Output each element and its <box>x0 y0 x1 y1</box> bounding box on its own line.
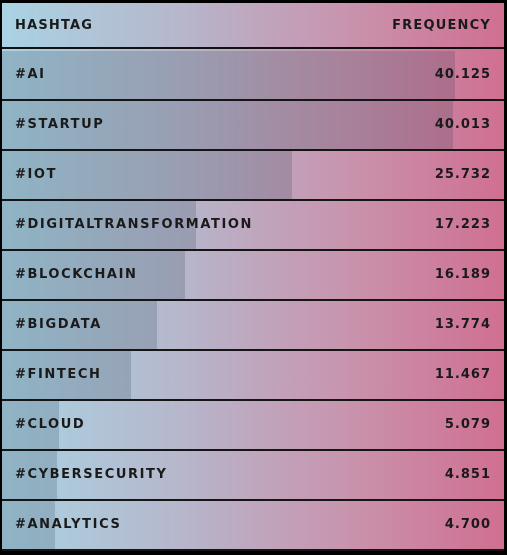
hashtag-label: #CYBERSECURITY <box>15 467 168 482</box>
table-row: #CLOUD 5.079 <box>2 401 504 451</box>
hashtag-label: #BIGDATA <box>15 317 102 332</box>
hashtag-label: #AI <box>15 67 46 82</box>
frequency-bar <box>2 351 132 399</box>
frequency-bar <box>2 401 60 449</box>
hashtag-label: #STARTUP <box>15 117 105 132</box>
frequency-value: 4.851 <box>444 467 491 482</box>
frequency-bar <box>2 501 56 549</box>
frequency-value: 4.700 <box>444 517 491 532</box>
hashtag-column-header: HASHTAG <box>15 17 94 33</box>
frequency-bar <box>2 101 454 149</box>
frequency-bar <box>2 201 197 249</box>
hashtag-frequency-table: HASHTAG FREQUENCY #AI 40.125 #STARTUP 40.01… <box>2 3 504 551</box>
table-row: #AI 40.125 <box>2 51 504 101</box>
hashtag-label: #IOT <box>15 167 58 182</box>
frequency-value: 40.013 <box>434 117 491 132</box>
table-row: #BIGDATA 13.774 <box>2 301 504 351</box>
frequency-value: 11.467 <box>434 367 491 382</box>
hashtag-label: #DIGITALTRANSFORMATION <box>15 217 254 232</box>
table-row: #CYBERSECURITY 4.851 <box>2 451 504 501</box>
frequency-value: 17.223 <box>434 217 491 232</box>
table-row: #STARTUP 40.013 <box>2 101 504 151</box>
frequency-value: 40.125 <box>434 67 491 82</box>
frequency-value: 25.732 <box>434 167 491 182</box>
hashtag-label: #FINTECH <box>15 367 102 382</box>
frequency-bar <box>2 451 57 499</box>
table-row: #FINTECH 11.467 <box>2 351 504 401</box>
frequency-bar <box>2 151 293 199</box>
table-row: #BLOCKCHAIN 16.189 <box>2 251 504 301</box>
table-row: #DIGITALTRANSFORMATION 17.223 <box>2 201 504 251</box>
hashtag-label: #BLOCKCHAIN <box>15 267 138 282</box>
frequency-value: 13.774 <box>434 317 491 332</box>
frequency-bar <box>2 251 185 299</box>
table-header: HASHTAG FREQUENCY <box>2 3 504 49</box>
frequency-value: 5.079 <box>444 417 491 432</box>
frequency-bar <box>2 301 158 349</box>
table-row: #IOT 25.732 <box>2 151 504 201</box>
table-row: #ANALYTICS 4.700 <box>2 501 504 551</box>
hashtag-label: #ANALYTICS <box>15 517 122 532</box>
frequency-value: 16.189 <box>434 267 491 282</box>
hashtag-label: #CLOUD <box>15 417 86 432</box>
frequency-column-header: FREQUENCY <box>392 17 491 33</box>
frequency-bar <box>2 51 455 99</box>
